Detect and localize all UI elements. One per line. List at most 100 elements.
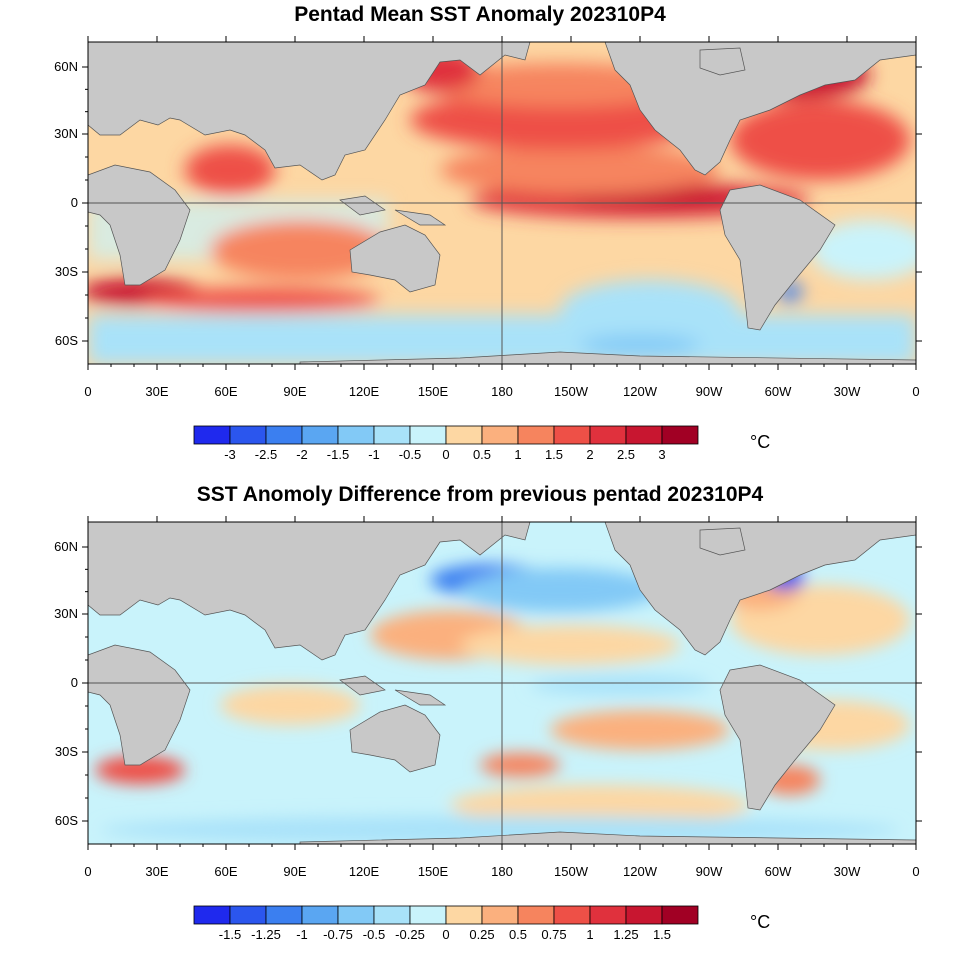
colorbar-swatch <box>445 905 483 925</box>
lat-label: 30S <box>55 264 78 279</box>
colorbar-label: 0.75 <box>541 927 566 942</box>
colorbar-swatch <box>193 905 231 925</box>
colorbar-label: 1.5 <box>545 447 563 462</box>
colorbar-label: -0.75 <box>323 927 353 942</box>
lat-label: 60N <box>54 59 78 74</box>
panel2-title: SST Anomoly Difference from previous pen… <box>196 483 764 506</box>
colorbar-label: -0.5 <box>363 927 385 942</box>
colorbar-swatch <box>589 905 627 925</box>
panel1-title: Pentad Mean SST Anomaly 202310P4 <box>294 3 666 26</box>
colorbar-swatch <box>481 905 519 925</box>
lon-label: 120W <box>623 384 658 399</box>
lon-label: 30W <box>834 864 861 879</box>
colorbar-label: -3 <box>224 447 236 462</box>
colorbar-label: 1.5 <box>653 927 671 942</box>
colorbar-swatch <box>661 425 699 445</box>
colorbar-label: 2.5 <box>617 447 635 462</box>
lon-label: 0 <box>912 864 919 879</box>
lon-label: 30W <box>834 384 861 399</box>
panel2-map: 60N 30N 0 30S 60S 0 30E 60E 90E 120E 150E 180 150W 12… <box>54 516 922 942</box>
colorbar-label: 0 <box>442 927 449 942</box>
colorbar-swatch <box>481 425 519 445</box>
panel2-field <box>88 522 916 844</box>
lon-label: 60E <box>214 384 237 399</box>
lon-label: 120W <box>623 864 658 879</box>
lat-label: 0 <box>71 195 78 210</box>
lon-label: 0 <box>84 384 91 399</box>
colorbar-swatch <box>265 425 303 445</box>
colorbar-label: 1 <box>514 447 521 462</box>
colorbar-label: -0.25 <box>395 927 425 942</box>
lon-label: 150E <box>418 384 449 399</box>
lat-label: 0 <box>71 675 78 690</box>
colorbar-label: -2 <box>296 447 308 462</box>
colorbar-label: -1.5 <box>327 447 349 462</box>
colorbar-label: 1 <box>586 927 593 942</box>
colorbar-swatch <box>517 905 555 925</box>
colorbar-swatch <box>553 905 591 925</box>
colorbar-swatch <box>301 425 339 445</box>
panel1-colorbar: -3 -2.5 -2 -1.5 -1 -0.5 0 0.5 1 1.5 2 2.5 3 <box>193 425 699 462</box>
colorbar-label: -1 <box>368 447 380 462</box>
colorbar-swatch <box>553 425 591 445</box>
panel1-unit: °C <box>750 432 771 452</box>
colorbar-swatch <box>409 425 447 445</box>
lat-label: 60S <box>55 813 78 828</box>
panel2-colorbar: -1.5 -1.25 -1 -0.75 -0.5 -0.25 0 0.25 0.5 0.75 1 1.… <box>193 905 699 942</box>
lon-label: 30E <box>145 384 168 399</box>
colorbar-label: -1 <box>296 927 308 942</box>
lat-label: 60N <box>54 539 78 554</box>
lat-label: 60S <box>55 333 78 348</box>
colorbar-label: 0.5 <box>509 927 527 942</box>
colorbar-swatch <box>589 425 627 445</box>
colorbar-swatch <box>265 905 303 925</box>
colorbar-label: -2.5 <box>255 447 277 462</box>
colorbar-swatch <box>661 905 699 925</box>
colorbar-label: 2 <box>586 447 593 462</box>
lon-label: 90W <box>696 864 723 879</box>
lon-label: 30E <box>145 864 168 879</box>
lon-label: 120E <box>349 384 380 399</box>
lat-label: 30S <box>55 744 78 759</box>
colorbar-label: -0.5 <box>399 447 421 462</box>
lon-label: 60W <box>765 864 792 879</box>
colorbar-label: 1.25 <box>613 927 638 942</box>
colorbar-swatch <box>625 425 663 445</box>
colorbar-label: 3 <box>658 447 665 462</box>
panel1-axes: 60N 30N 0 30S 60S 0 30E 60E 90E 120E 150E 180 150W 12… <box>54 36 922 399</box>
lat-label: 30N <box>54 126 78 141</box>
colorbar-label: 0.25 <box>469 927 494 942</box>
colorbar-swatch <box>229 905 267 925</box>
colorbar-swatch <box>301 905 339 925</box>
colorbar-swatch <box>625 905 663 925</box>
colorbar-swatch <box>373 425 411 445</box>
lon-label: 150W <box>554 384 589 399</box>
panel2-unit: °C <box>750 912 771 932</box>
lon-label: 150E <box>418 864 449 879</box>
colorbar-swatch <box>445 425 483 445</box>
lon-label: 90W <box>696 384 723 399</box>
lon-label: 60E <box>214 864 237 879</box>
colorbar-label: -1.5 <box>219 927 241 942</box>
lon-label: 90E <box>283 384 306 399</box>
colorbar-label: 0 <box>442 447 449 462</box>
colorbar-swatch <box>229 425 267 445</box>
lon-label: 180 <box>491 384 513 399</box>
colorbar-swatch <box>517 425 555 445</box>
lon-label: 120E <box>349 864 380 879</box>
lon-label: 150W <box>554 864 589 879</box>
colorbar-swatch <box>193 425 231 445</box>
lon-label: 0 <box>84 864 91 879</box>
panel2-axes: 60N 30N 0 30S 60S 0 30E 60E 90E 120E 150E 180 150W 12… <box>54 516 922 879</box>
panel2-land <box>88 522 916 844</box>
lon-label: 60W <box>765 384 792 399</box>
panel1-field <box>88 42 916 364</box>
colorbar-label: -1.25 <box>251 927 281 942</box>
colorbar-swatch <box>373 905 411 925</box>
colorbar-swatch <box>409 905 447 925</box>
lon-label: 0 <box>912 384 919 399</box>
lon-label: 180 <box>491 864 513 879</box>
lat-label: 30N <box>54 606 78 621</box>
colorbar-swatch <box>337 425 375 445</box>
